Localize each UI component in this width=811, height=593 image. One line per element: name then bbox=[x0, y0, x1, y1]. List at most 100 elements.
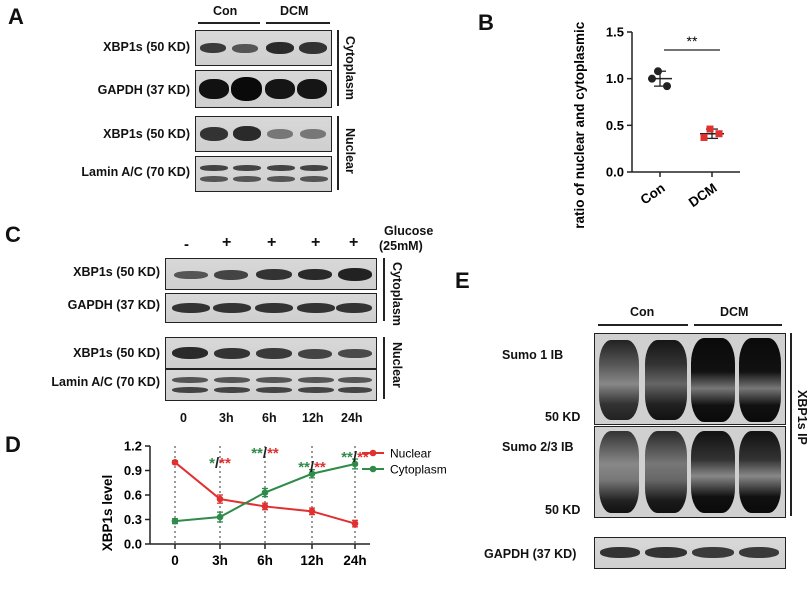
panel-c-time-24h: 24h bbox=[341, 411, 363, 425]
panel-e-dcm-underline bbox=[694, 324, 782, 326]
panel-c-blot-xbp1s-cyto bbox=[165, 258, 377, 290]
panel-c-row-label-lamin: Lamin A/C (70 KD) bbox=[51, 375, 160, 389]
panel-d-point bbox=[171, 517, 179, 525]
panel-b-chart: ratio of nuclear and cytoplasmic XBP1s 0… bbox=[572, 18, 740, 228]
panel-d-ytick-label: 1.2 bbox=[124, 439, 142, 454]
panel-c-sign-2: + bbox=[267, 234, 277, 251]
panel-d-xtick-label: 24h bbox=[343, 553, 366, 568]
panel-d-point bbox=[351, 520, 359, 527]
panel-a-group-dcm: DCM bbox=[280, 4, 309, 18]
panel-d-ytick-label: 0.9 bbox=[124, 463, 142, 478]
panel-d-xtick-label: 6h bbox=[257, 553, 273, 568]
panel-b-ytick-label: 0.0 bbox=[606, 165, 624, 180]
panel-d-legend-label: Cytoplasm bbox=[390, 463, 447, 477]
panel-a-row-label-xbp1s-nuc: XBP1s (50 KD) bbox=[103, 127, 190, 141]
panel-d-annotation: */** bbox=[209, 455, 231, 472]
panel-e-blot-sumo23 bbox=[594, 426, 786, 518]
panel-a-blot-lamin bbox=[195, 156, 332, 192]
panel-e-blot-sumo1 bbox=[594, 333, 786, 425]
panel-e-row-label-sumo23: Sumo 2/3 IB bbox=[502, 440, 574, 454]
panel-d-annotation: **/** bbox=[341, 449, 369, 466]
panel-e-row-label-gapdh: GAPDH (37 KD) bbox=[484, 547, 577, 561]
panel-e-con-underline bbox=[598, 324, 688, 326]
panel-c-blot-lamin bbox=[165, 369, 377, 401]
panel-d-point bbox=[261, 503, 269, 510]
panel-c-sign-0: - bbox=[184, 236, 189, 253]
panel-d-annotation: **/** bbox=[251, 445, 279, 462]
panel-a-row-label-gapdh: GAPDH (37 KD) bbox=[97, 83, 190, 97]
panel-b-point bbox=[663, 82, 671, 91]
panel-d-point bbox=[308, 508, 316, 515]
panel-a-label: A bbox=[8, 4, 24, 29]
panel-c-treatment-line2: (25mM) bbox=[379, 239, 423, 253]
panel-b-point bbox=[700, 133, 708, 141]
panel-a-row-label-xbp1s-cyto: XBP1s (50 KD) bbox=[103, 40, 190, 54]
panel-c-sign-1: + bbox=[222, 234, 232, 251]
panel-d-point bbox=[308, 470, 316, 478]
panel-e-blot-gapdh bbox=[594, 537, 786, 569]
panel-c-cytoplasm-bracket bbox=[383, 258, 385, 321]
panel-d-point bbox=[216, 495, 224, 503]
panel-b-ytick-label: 0.5 bbox=[606, 118, 624, 133]
panel-d-ytick-label: 0.6 bbox=[124, 488, 142, 503]
panel-b-point bbox=[715, 130, 723, 138]
panel-d-point bbox=[216, 513, 224, 521]
panel-c-time-3h: 3h bbox=[219, 411, 234, 425]
panel-a-fraction-cytoplasm: Cytoplasm bbox=[343, 36, 357, 100]
panel-c-row-label-xbp1s-cyto: XBP1s (50 KD) bbox=[73, 265, 160, 279]
panel-d-xtick-label: 12h bbox=[300, 553, 323, 568]
panel-d-point bbox=[351, 460, 359, 468]
panel-a-dcm-underline bbox=[266, 22, 330, 24]
panel-c-fraction-cytoplasm: Cytoplasm bbox=[390, 262, 404, 326]
panel-b-ytick-label: 1.5 bbox=[606, 25, 624, 40]
panel-b-xtick-label: DCM bbox=[686, 180, 720, 210]
panel-d-chart: XBP1s level 0.0 0.3 0.6 0.9 1.2 0 3h 6h 12h 24h Nu… bbox=[100, 439, 447, 569]
panel-d-label: D bbox=[5, 432, 21, 457]
panel-c-treatment-line1: Glucose bbox=[384, 224, 434, 238]
panel-a-blot-xbp1s-cyto bbox=[195, 30, 332, 66]
panel-e-marker-1: 50 KD bbox=[545, 410, 581, 424]
panel-c-time-12h: 12h bbox=[302, 411, 324, 425]
panel-d-ytick-label: 0.3 bbox=[124, 512, 142, 527]
panel-c-sign-3: + bbox=[311, 234, 321, 251]
panel-d-ytick-label: 0.0 bbox=[124, 537, 142, 552]
panel-c-blot-gapdh bbox=[165, 293, 377, 323]
panel-c-time-0: 0 bbox=[180, 411, 187, 425]
panel-e-group-dcm: DCM bbox=[720, 305, 749, 319]
panel-b-ylabel: ratio of nuclear and cytoplasmic XBP1s bbox=[572, 18, 587, 228]
panel-c-row-label-gapdh: GAPDH (37 KD) bbox=[67, 298, 160, 312]
panel-b-point bbox=[648, 74, 656, 83]
panel-a-nuclear-bracket bbox=[337, 116, 339, 190]
panel-d-point bbox=[171, 459, 179, 466]
panel-b-ytick-label: 1.0 bbox=[606, 71, 624, 86]
panel-b-point bbox=[706, 125, 714, 133]
panel-b-label: B bbox=[478, 10, 494, 35]
panel-c-row-label-xbp1s-nuc: XBP1s (50 KD) bbox=[73, 346, 160, 360]
panel-d-point bbox=[261, 489, 269, 496]
panel-a-fraction-nuclear: Nuclear bbox=[343, 128, 357, 174]
panel-b-significance-text: ** bbox=[687, 33, 698, 49]
panel-a-row-label-lamin: Lamin A/C (70 KD) bbox=[81, 165, 190, 179]
panel-d-annotation: **/** bbox=[298, 459, 326, 476]
panel-e-row-label-sumo1: Sumo 1 IB bbox=[502, 348, 564, 362]
panel-e-marker-2: 50 KD bbox=[545, 503, 581, 517]
panel-a-cytoplasm-bracket bbox=[337, 30, 339, 106]
panel-b-plot: 0.0 0.5 1.0 1.5 Con DCM ** bbox=[606, 25, 740, 210]
panel-d-xtick-label: 3h bbox=[212, 553, 228, 568]
panel-c-label: C bbox=[5, 222, 21, 247]
panel-c-nuclear-bracket bbox=[383, 337, 385, 399]
panel-a-blot-gapdh bbox=[195, 70, 332, 108]
panel-d-legend-marker bbox=[369, 449, 377, 457]
panel-d-ylabel: XBP1s level bbox=[100, 475, 115, 552]
panel-c-sign-4: + bbox=[349, 234, 359, 251]
panel-b-point bbox=[654, 67, 662, 76]
panel-d-legend-marker bbox=[369, 465, 377, 473]
panel-e-ip-bracket bbox=[790, 333, 792, 516]
panel-b-xtick-label: Con bbox=[638, 180, 668, 207]
panel-e-group-con: Con bbox=[630, 305, 655, 319]
panel-c-blot-xbp1s-nuc bbox=[165, 337, 377, 369]
panel-a-con-underline bbox=[198, 22, 260, 24]
panel-d-plot: 0.0 0.3 0.6 0.9 1.2 0 3h 6h 12h 24h Nuclear Cytopla… bbox=[124, 439, 447, 569]
panel-c-time-6h: 6h bbox=[262, 411, 277, 425]
panel-d-legend-label: Nuclear bbox=[390, 447, 431, 461]
